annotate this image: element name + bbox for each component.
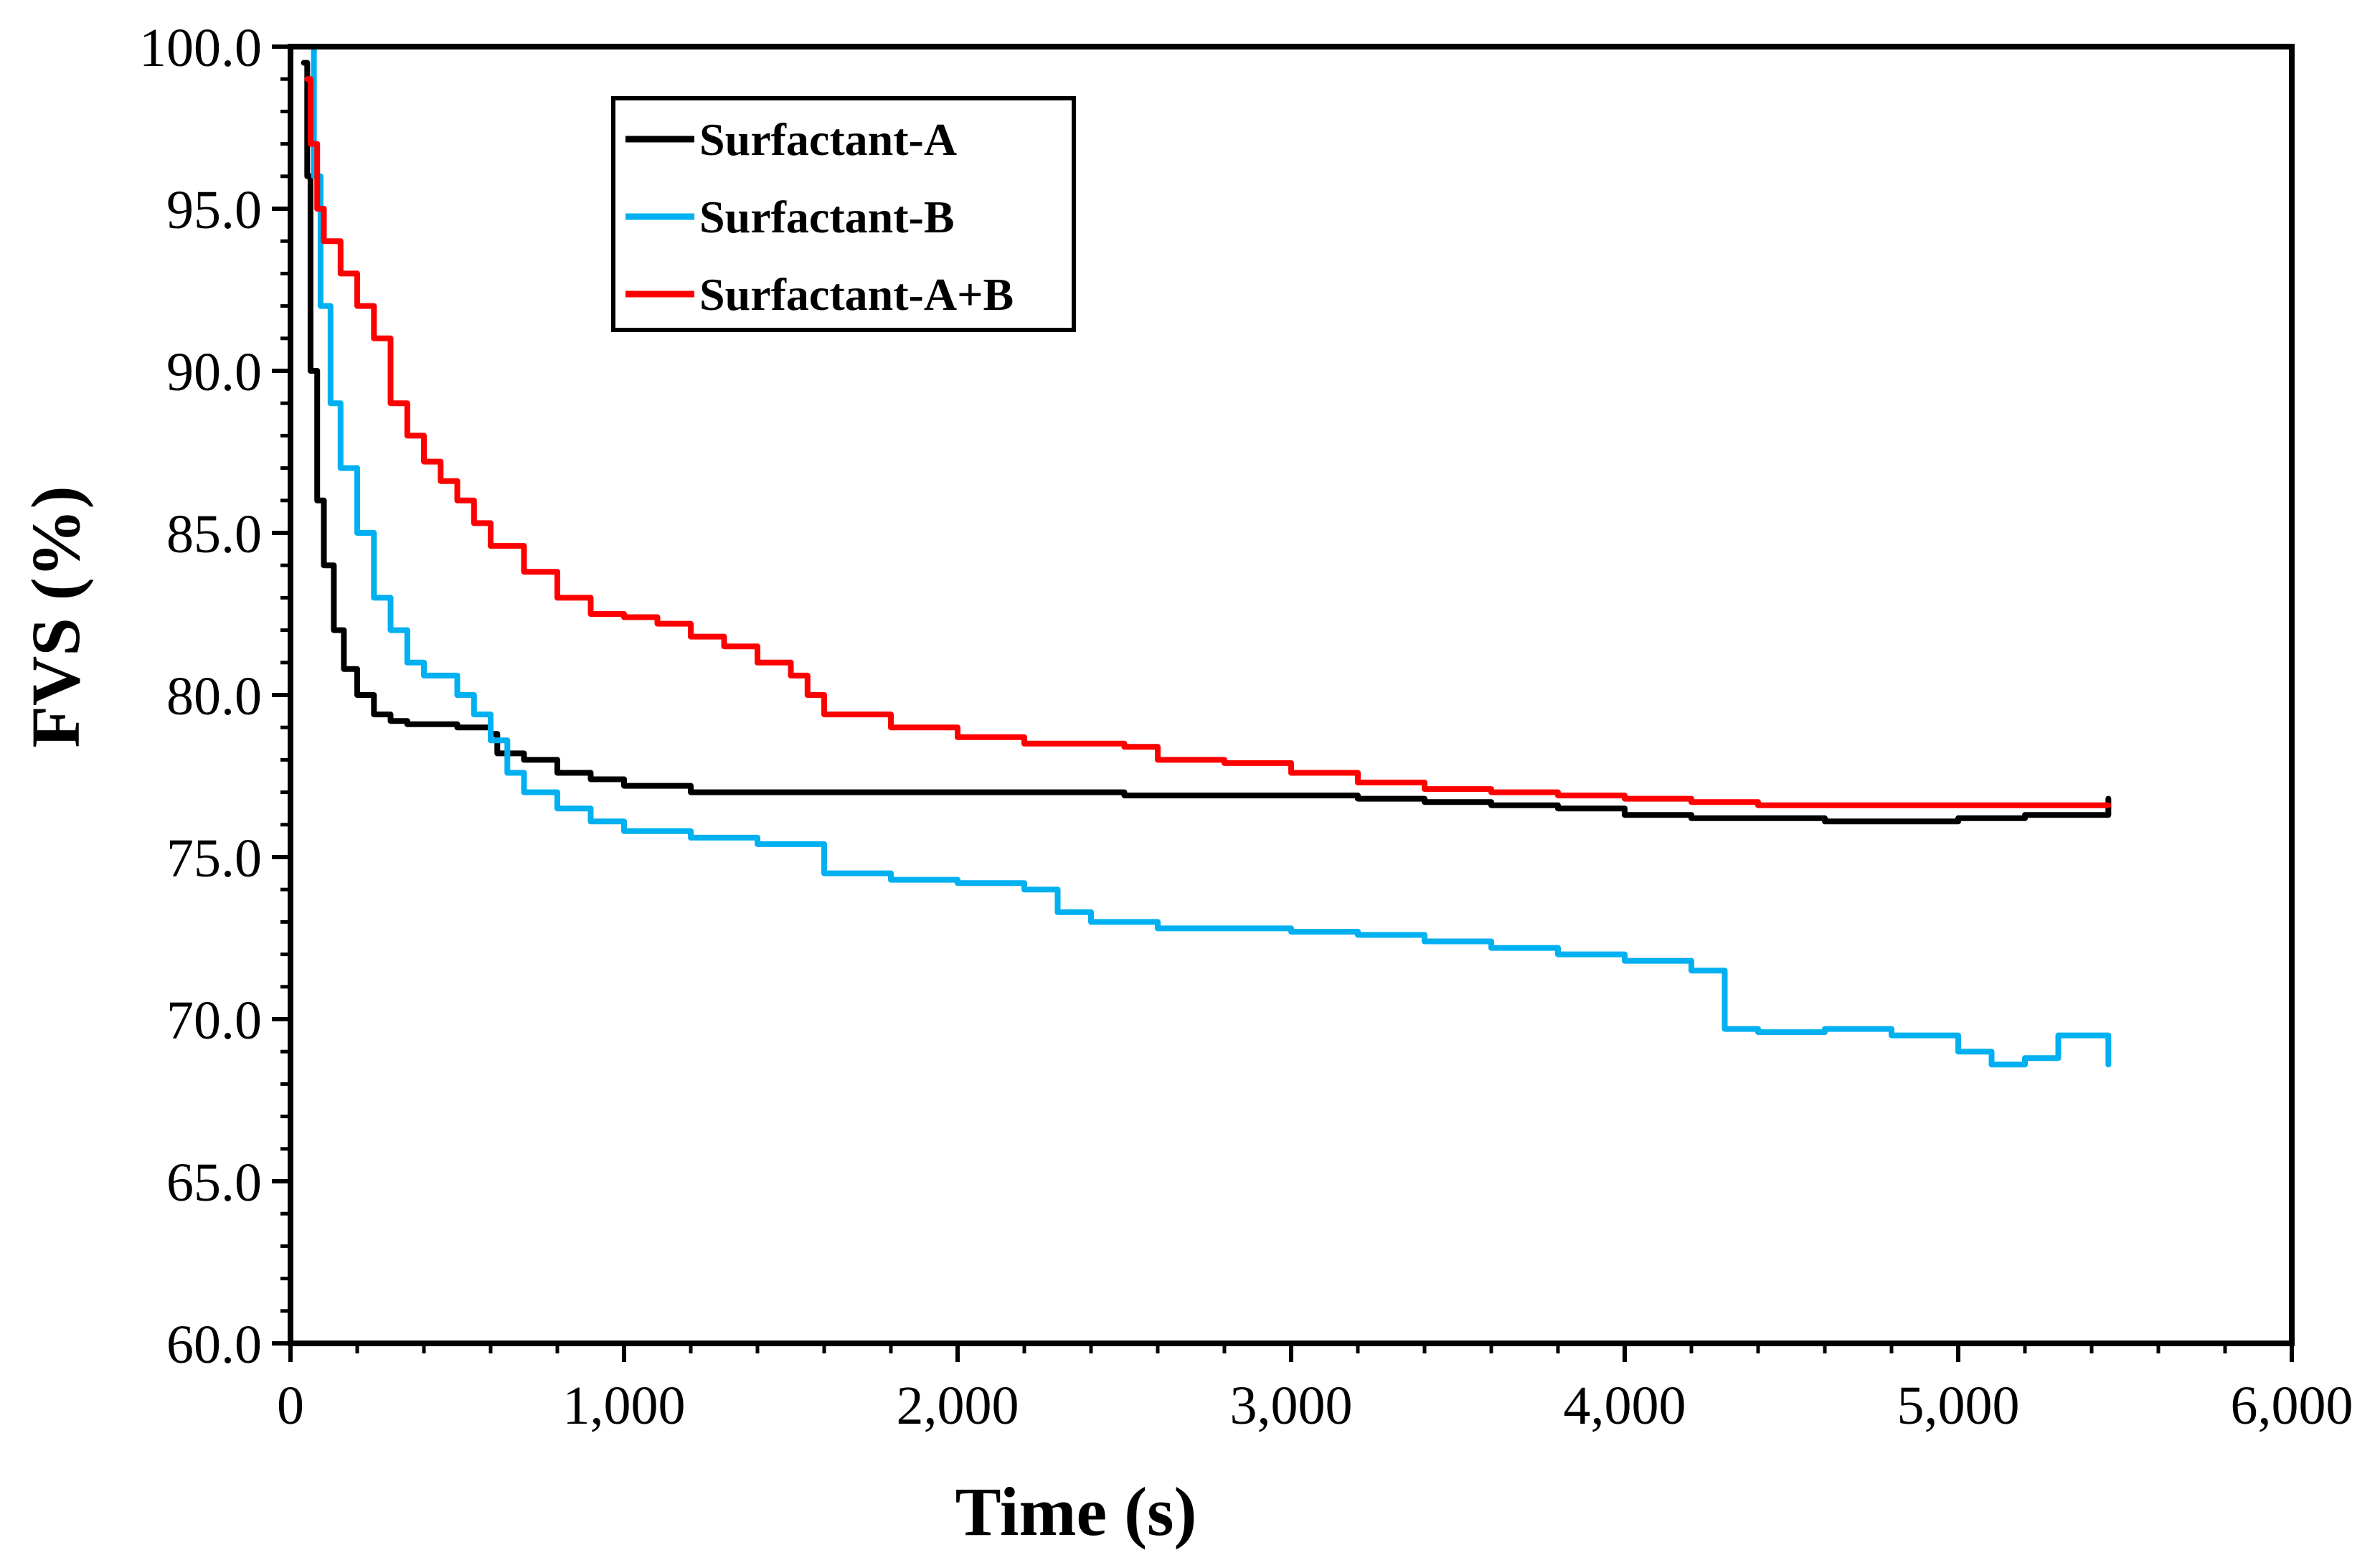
y-tick-label: 65.0	[166, 1153, 262, 1213]
y-tick-label: 80.0	[166, 666, 262, 727]
y-tick-label: 90.0	[166, 342, 262, 402]
y-axis-title: FVS (%)	[17, 486, 94, 747]
x-tick-label: 5,000	[1897, 1376, 2020, 1436]
series-line-surfactant-a-b	[304, 76, 2112, 808]
legend: Surfactant-A Surfactant-B Surfactant-A+B	[611, 96, 1076, 332]
series-lines	[301, 44, 2112, 1068]
x-tick-label: 2,000	[897, 1376, 1019, 1436]
series-line-surfactant-b	[307, 44, 2112, 1068]
legend-label: Surfactant-A+B	[699, 269, 1014, 320]
x-tick-label: 0	[277, 1376, 304, 1436]
x-tick-label: 6,000	[2231, 1376, 2353, 1436]
x-tick-label: 3,000	[1230, 1376, 1353, 1436]
x-axis-title: Time (s)	[955, 1473, 1197, 1550]
y-tick-label: 75.0	[166, 828, 262, 889]
y-tick-label: 95.0	[166, 180, 262, 240]
y-tick-label: 70.0	[166, 990, 262, 1051]
y-tick-label: 60.0	[166, 1315, 262, 1375]
series-line-surfactant-a	[301, 60, 2112, 825]
y-tick-label: 85.0	[166, 504, 262, 564]
legend-label: Surfactant-B	[699, 192, 955, 242]
y-axis-ticks: 60.0 65.0 70.0 75.0 80.0 85.0 90.0 95.0 100.0	[139, 18, 291, 1375]
y-tick-label: 100.0	[139, 18, 262, 78]
legend-label: Surfactant-A	[699, 114, 957, 165]
x-tick-label: 1,000	[563, 1376, 686, 1436]
x-tick-label: 4,000	[1564, 1376, 1686, 1436]
x-axis-ticks: 0 1,000 2,000 3,000 4,000 5,000 6,000	[277, 1343, 2353, 1436]
